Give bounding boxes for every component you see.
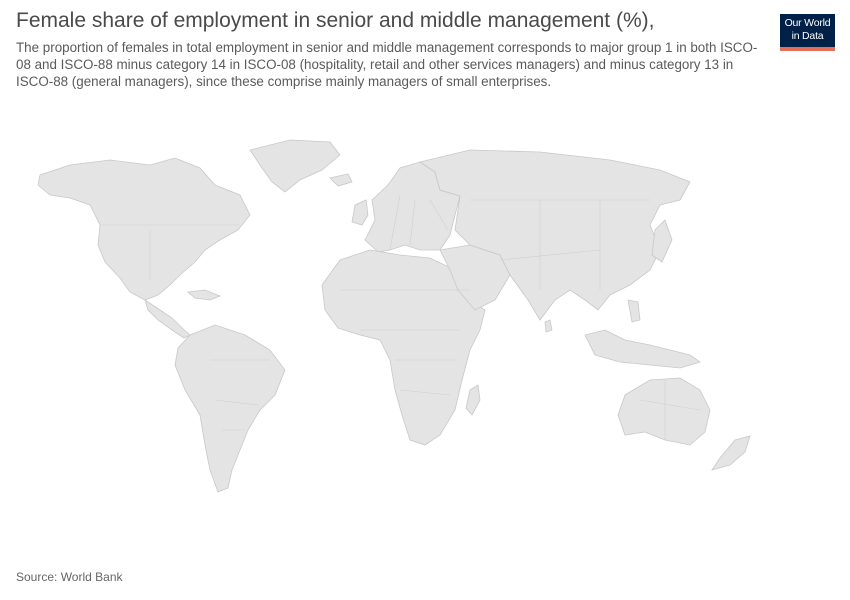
southeast-asia-islands[interactable] — [584, 329, 701, 369]
australia[interactable] — [617, 377, 711, 446]
our-world-in-data-logo[interactable]: Our World in Data — [780, 14, 835, 51]
sri-lanka[interactable] — [544, 319, 553, 333]
chart-subtitle: The proportion of females in total emplo… — [16, 40, 758, 89]
country-borders — [100, 194, 701, 440]
source-note: Source: World Bank — [16, 570, 123, 584]
central-america[interactable] — [144, 299, 191, 339]
madagascar[interactable] — [465, 384, 481, 416]
asia[interactable] — [419, 149, 691, 321]
united-kingdom[interactable] — [351, 199, 369, 226]
greenland[interactable] — [249, 139, 341, 193]
iceland[interactable] — [329, 173, 353, 187]
north-america[interactable] — [37, 157, 251, 301]
philippines[interactable] — [627, 299, 641, 323]
caribbean[interactable] — [187, 289, 222, 301]
logo-line-2: in Data — [791, 30, 824, 42]
logo-line-1: Our World — [784, 17, 831, 29]
south-america[interactable] — [174, 324, 286, 493]
japan[interactable] — [651, 219, 673, 263]
africa[interactable] — [321, 249, 486, 446]
world-map — [37, 139, 751, 493]
new-zealand[interactable] — [711, 435, 751, 471]
chart-title: Female share of employment in senior and… — [16, 9, 655, 32]
